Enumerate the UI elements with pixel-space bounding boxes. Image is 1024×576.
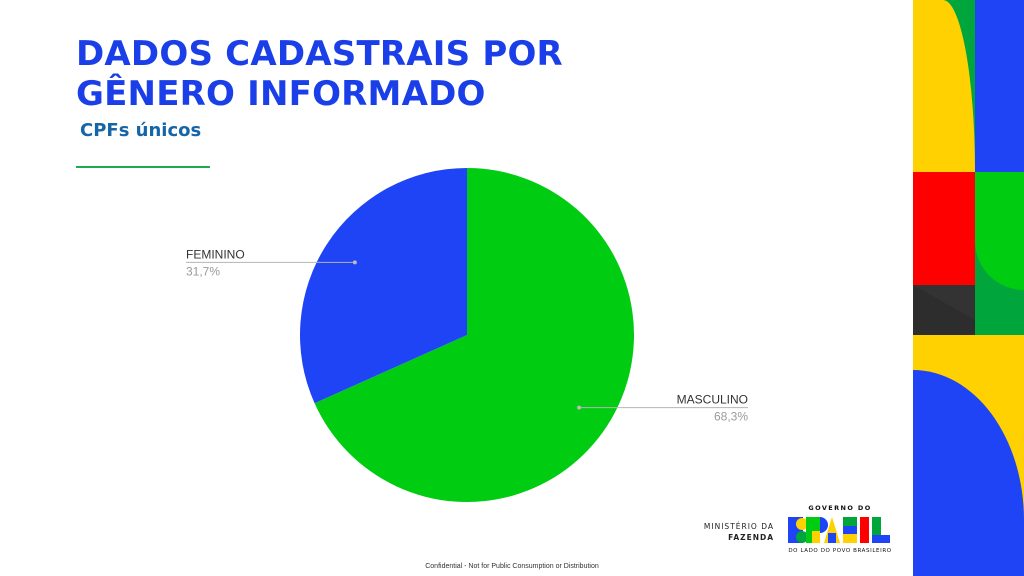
title-line-2: GÊNERO INFORMADO <box>76 74 486 114</box>
title-divider <box>76 166 210 168</box>
ministry-line-1: MINISTÉRIO DA <box>703 522 774 531</box>
logo-wordmark <box>788 517 890 543</box>
leader-dot-feminino <box>352 260 357 265</box>
logo-tagline: DO LADO DO POVO BRASILEIRO <box>788 548 892 554</box>
pie-label-feminino: FEMININO <box>186 247 245 261</box>
governo-brasil-logo: GOVERNO DO DO LADO DO POVO BRASILEIRO <box>786 504 894 560</box>
ministry-line-2: FAZENDA <box>728 533 774 542</box>
leader-dot-masculino <box>577 405 582 410</box>
page-title: DADOS CADASTRAIS POR GÊNERO INFORMADO <box>76 34 563 114</box>
deco-dark-shade <box>913 285 975 335</box>
deco-blue-block-top <box>975 0 1024 172</box>
title-line-1: DADOS CADASTRAIS POR <box>76 34 563 74</box>
pie-value-feminino: 31,7% <box>186 264 220 278</box>
footer-disclaimer: Confidential - Not for Public Consumptio… <box>425 563 599 570</box>
deco-yellow-arc-top <box>913 0 975 172</box>
deco-blue-arc-bottom <box>913 370 1024 576</box>
deco-red-block <box>913 172 975 285</box>
page-subtitle: CPFs únicos <box>80 120 202 141</box>
pie-chart: MASCULINO 68,3% FEMININO 31,7% <box>186 168 748 503</box>
pie-slice-feminino <box>300 168 467 404</box>
deco-lightgreen-arc <box>975 172 1024 290</box>
pie-label-masculino: MASCULINO <box>677 393 748 407</box>
deco-dark-block <box>913 285 975 335</box>
decorative-side-band <box>913 0 1024 576</box>
pie-value-masculino: 68,3% <box>714 410 748 424</box>
pie-slice-masculino <box>314 168 634 503</box>
logo-top-text: GOVERNO DO <box>808 504 872 512</box>
ministry-label: MINISTÉRIO DA FAZENDA <box>700 521 774 543</box>
